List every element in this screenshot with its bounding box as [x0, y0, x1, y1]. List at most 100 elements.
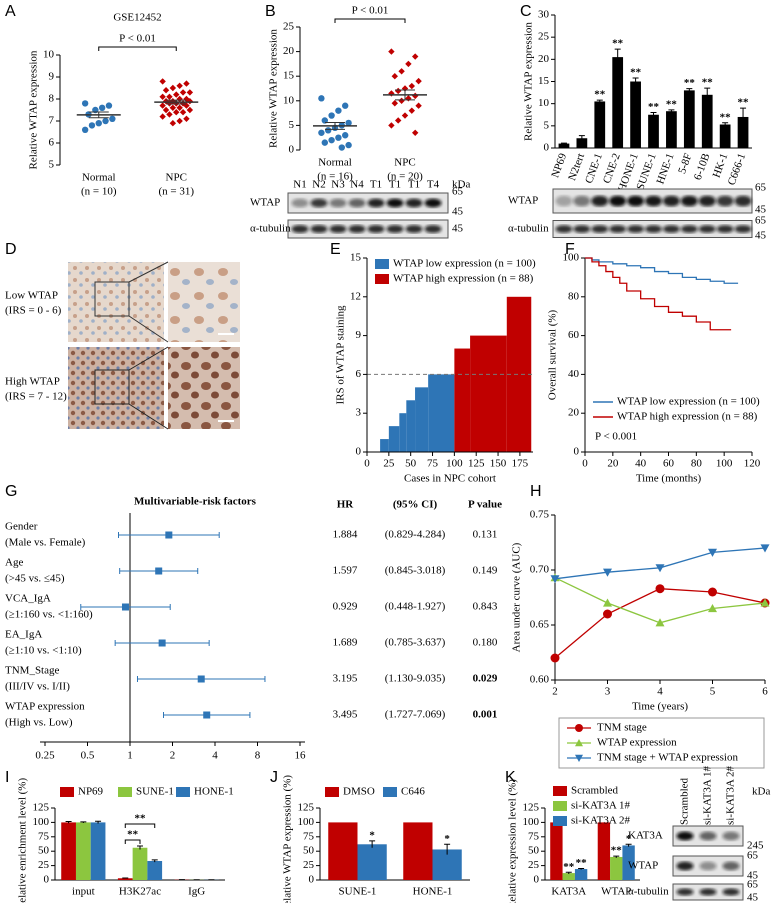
row-sublabel: (Male vs. Female) [5, 537, 86, 549]
error-bar [95, 820, 102, 824]
significance-label: ** [738, 97, 750, 109]
category-label: NPC [394, 157, 415, 169]
sem-bar [395, 89, 415, 101]
marker-label: 65 [747, 850, 759, 862]
bar [90, 822, 106, 880]
point [159, 113, 166, 120]
y-tick-label: 10 [43, 49, 55, 61]
p-value: 0.001 [473, 709, 498, 721]
blot-band [698, 195, 716, 207]
point [176, 104, 183, 111]
point [408, 107, 415, 114]
legend-label: Scrambled [571, 785, 619, 797]
bar [737, 116, 749, 148]
point [345, 119, 352, 127]
error-bar [613, 855, 620, 858]
bar [701, 94, 713, 148]
point [325, 127, 332, 134]
bar [357, 844, 387, 880]
y-tick-label: 100 [523, 816, 540, 828]
y-tick-label: 40 [568, 368, 580, 380]
hazard-ratio [155, 567, 163, 575]
point [405, 95, 412, 102]
blot-band [680, 225, 698, 233]
y-tick-label: 20 [283, 45, 295, 57]
x-tick-label: 75 [427, 458, 439, 470]
significance-label: * [444, 833, 450, 845]
y-tick-label: 6 [356, 368, 362, 380]
point [415, 77, 422, 85]
blot-band [329, 198, 347, 208]
significance-label: P < 0.01 [352, 5, 389, 17]
x-tick-label: IgG [188, 886, 205, 898]
zoom-line [128, 315, 169, 343]
bar [666, 111, 677, 148]
point [655, 618, 665, 627]
line [585, 257, 732, 331]
ihc-label: High WTAP [5, 376, 60, 388]
point [162, 106, 170, 114]
y-tick-label: 5 [289, 119, 295, 131]
bar [574, 869, 588, 880]
point [173, 109, 180, 116]
bar [380, 439, 389, 452]
legend-swatch [553, 816, 567, 826]
marker-label: 45 [452, 223, 464, 235]
bar [576, 138, 588, 148]
lane-label: T4 [427, 179, 440, 191]
ci-value: (0.448-1.927) [385, 601, 446, 613]
point [338, 144, 345, 151]
blot-band [367, 224, 385, 234]
p-value: 0.131 [473, 529, 498, 541]
error-bar [740, 107, 747, 126]
category-sublabel: (n = 31) [158, 186, 194, 198]
category-sublabel: (n = 20) [387, 171, 423, 183]
sem-bar [88, 111, 109, 119]
marker-label: 45 [755, 204, 767, 216]
point [102, 117, 109, 125]
legend-label: WTAP low expression (n = 100) [393, 258, 536, 270]
y-tick-label: 0.75 [530, 509, 550, 521]
point [186, 89, 194, 96]
x-tick-label: 4 [657, 686, 663, 698]
point [335, 107, 342, 114]
point [388, 48, 395, 55]
point [388, 90, 395, 97]
x-tick-label: 0.5 [81, 750, 95, 762]
row-label: Age [5, 557, 23, 569]
point [179, 89, 187, 96]
x-axis-label: Time (months) [636, 473, 702, 485]
point [335, 134, 342, 141]
marker-label: 45 [452, 206, 464, 218]
panel-label: J [270, 769, 278, 786]
row-label: VCA_IgA [5, 593, 51, 605]
x-tick-label: 4 [212, 750, 218, 762]
x-tick-label: 25 [383, 458, 395, 470]
y-tick-label: 50 [528, 845, 540, 857]
y-axis-label: Overall survival (%) [547, 309, 559, 400]
marker-label: 245 [747, 840, 764, 852]
significance-label: ** [630, 66, 642, 78]
bar [403, 822, 433, 880]
legend-swatch [118, 787, 132, 797]
significance-bracket [98, 46, 177, 51]
blot-band [591, 225, 609, 233]
blot-band [591, 195, 609, 207]
significance-label: ** [594, 89, 606, 101]
error-bar [65, 821, 72, 824]
point [575, 754, 583, 762]
hr-value: 3.495 [333, 709, 358, 721]
y-tick-label: 50 [303, 845, 315, 857]
significance-label: ** [684, 77, 696, 89]
row-sublabel: (≥1:10 vs. <1:10) [5, 645, 82, 657]
panel-label: B [265, 3, 276, 20]
bar [622, 845, 635, 880]
marker-label: 65 [452, 186, 464, 198]
y-tick-label: 75 [38, 830, 50, 842]
blot-band [716, 195, 734, 207]
y-tick-label: 15 [538, 75, 550, 87]
blot-row-label: α-tubulin [250, 223, 291, 235]
blot-band [329, 224, 347, 234]
point [603, 609, 612, 619]
error-bar [686, 88, 693, 93]
